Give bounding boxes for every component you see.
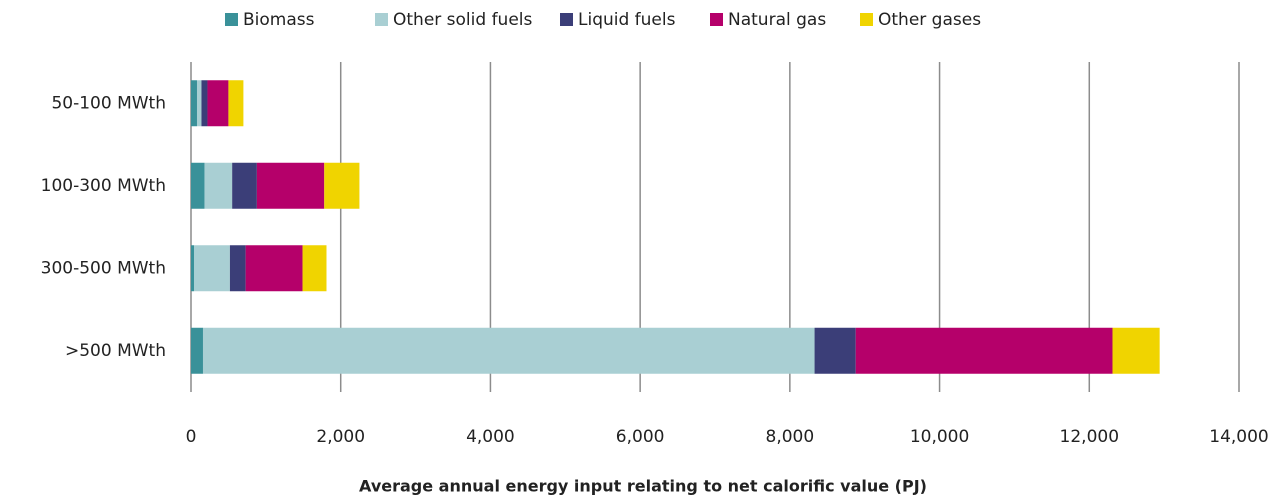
bar-segment: [814, 327, 856, 374]
bar-segment: [1112, 327, 1160, 374]
x-tick-label: 14,000: [1209, 427, 1268, 447]
bar-segment: [191, 162, 205, 209]
legend-label: Liquid fuels: [578, 10, 676, 30]
legend-swatch: [710, 13, 723, 26]
bar-segment: [855, 327, 1113, 374]
legend-swatch: [225, 13, 238, 26]
x-axis-title: Average annual energy input relating to …: [359, 477, 927, 496]
y-tick-label: >500 MWth: [65, 341, 166, 361]
bar-segment: [302, 245, 327, 292]
y-tick-label: 50-100 MWth: [51, 93, 166, 113]
bar-segment: [193, 245, 230, 292]
bar-segment: [191, 245, 194, 292]
bar-segment: [202, 327, 815, 374]
bar-segment: [207, 80, 229, 127]
legend-label: Other solid fuels: [393, 10, 533, 30]
bar-segment: [232, 162, 257, 209]
bar-segment: [229, 245, 246, 292]
bar-segment: [324, 162, 360, 209]
x-tick-label: 8,000: [766, 427, 815, 447]
bar-segment: [191, 80, 197, 127]
bar-segment: [228, 80, 244, 127]
legend-swatch: [560, 13, 573, 26]
legend-label: Other gases: [878, 10, 981, 30]
x-tick-label: 12,000: [1060, 427, 1119, 447]
legend-label: Natural gas: [728, 10, 826, 30]
bar-segment: [256, 162, 325, 209]
y-tick-label: 100-300 MWth: [41, 176, 166, 196]
x-tick-label: 2,000: [316, 427, 365, 447]
y-tick-label: 300-500 MWth: [41, 258, 166, 278]
bar-segment: [196, 80, 202, 127]
x-tick-label: 4,000: [466, 427, 515, 447]
legend-swatch: [860, 13, 873, 26]
bar-segment: [191, 327, 203, 374]
bar-segment: [204, 162, 233, 209]
x-tick-label: 10,000: [910, 427, 969, 447]
x-tick-label: 6,000: [616, 427, 665, 447]
bar-segment: [245, 245, 303, 292]
x-tick-label: 0: [186, 427, 197, 447]
legend-label: Biomass: [243, 10, 315, 30]
bar-segment: [201, 80, 208, 127]
legend-swatch: [375, 13, 388, 26]
